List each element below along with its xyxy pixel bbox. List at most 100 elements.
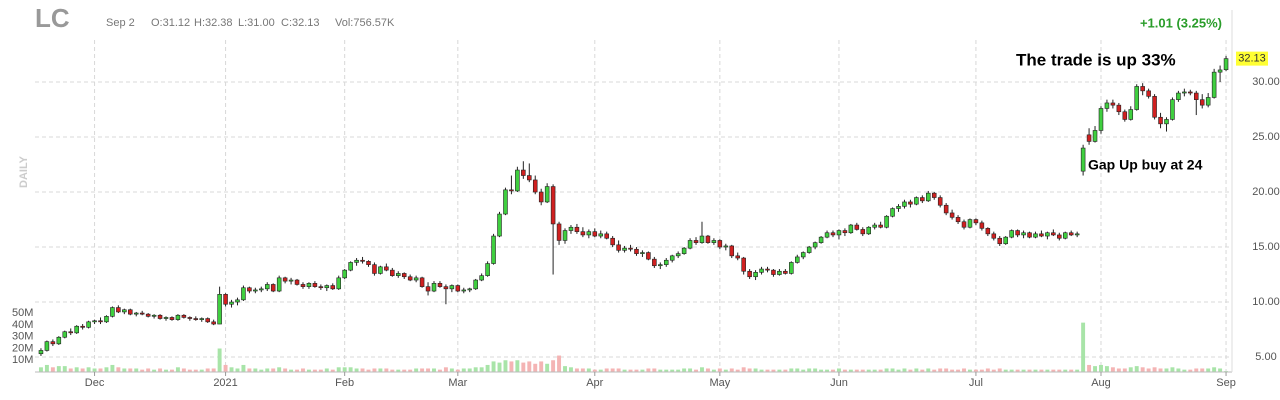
- volume-bar: [741, 367, 746, 372]
- volume-bar: [956, 369, 961, 372]
- volume-bar: [312, 369, 317, 372]
- candle-body: [1039, 233, 1044, 237]
- candle-body: [342, 269, 347, 279]
- candle-body: [586, 231, 592, 236]
- x-tick-label: Dec: [85, 377, 105, 389]
- volume-bar: [449, 368, 454, 372]
- volume-bar: [1003, 369, 1008, 372]
- volume-bar: [253, 368, 258, 372]
- candle-body: [979, 222, 985, 229]
- volume-bar: [652, 368, 657, 372]
- candle-body: [38, 350, 44, 355]
- volume-bar: [920, 369, 925, 372]
- candle-body: [247, 287, 252, 292]
- candle-body: [163, 317, 169, 319]
- candle-body: [1205, 97, 1211, 106]
- volume-bar: [110, 364, 115, 372]
- candle-body: [610, 237, 615, 246]
- volume-bar: [1027, 369, 1032, 372]
- candle-body: [926, 192, 931, 202]
- volume-bar: [68, 368, 73, 372]
- candle-body: [128, 309, 133, 315]
- volume-bar: [1075, 369, 1080, 372]
- candle-body: [884, 215, 889, 228]
- volume-bar: [902, 368, 907, 372]
- y-tick-label: 25.00: [1252, 131, 1280, 143]
- volume-bar: [152, 369, 157, 372]
- volume-bar: [836, 368, 841, 372]
- candle-body: [312, 283, 318, 287]
- candle-body: [211, 321, 216, 325]
- candle-body: [1104, 102, 1110, 109]
- volume-bar: [878, 369, 883, 372]
- candle-body: [288, 279, 294, 282]
- x-tick-label: Jul: [969, 377, 983, 389]
- x-tick-label: 2021: [213, 377, 237, 389]
- candle-body: [80, 325, 85, 328]
- candle-body: [122, 309, 127, 313]
- candle-body: [1182, 91, 1187, 94]
- volume-bar: [158, 368, 163, 372]
- volume-bar: [181, 368, 186, 372]
- volume-bar: [461, 368, 466, 372]
- candle-body: [503, 189, 508, 215]
- volume-bar: [860, 369, 865, 372]
- candle-body: [1223, 58, 1229, 71]
- candle-body: [753, 272, 758, 278]
- candle-body: [699, 235, 705, 243]
- candle-body: [687, 240, 693, 249]
- grid: [35, 40, 1232, 372]
- candle-body: [949, 212, 955, 218]
- volume-bar: [1188, 369, 1193, 372]
- volume-bar: [503, 360, 508, 372]
- volume-bar: [592, 369, 597, 372]
- volume-bar: [128, 368, 133, 372]
- volume-bar: [551, 360, 556, 372]
- y-tick-label: 30.00: [1252, 76, 1280, 88]
- volume-bar: [175, 367, 180, 372]
- candle-body: [1033, 233, 1038, 238]
- candle-body: [711, 240, 717, 243]
- candle-body: [145, 313, 151, 317]
- candle-body: [187, 317, 193, 319]
- volume-bar: [1104, 366, 1109, 372]
- candle-body: [175, 314, 181, 320]
- candle-body: [1086, 134, 1092, 142]
- candle-body: [217, 294, 222, 325]
- candle-body: [1217, 69, 1223, 73]
- candle-body: [509, 189, 514, 192]
- volume-bar: [1122, 368, 1127, 372]
- candle-body: [890, 208, 895, 217]
- volume-bar: [813, 368, 818, 372]
- volume-bar: [1134, 366, 1139, 372]
- candle-body: [425, 286, 431, 292]
- volume-bar: [819, 369, 824, 372]
- volume-bar: [271, 368, 276, 372]
- volume-bar: [1170, 367, 1175, 372]
- volume-bar: [866, 369, 871, 372]
- candle-body: [1128, 109, 1134, 120]
- candle-body: [914, 197, 919, 205]
- volume-bar: [44, 364, 49, 372]
- candle-body: [44, 341, 50, 351]
- volume-bar: [1128, 367, 1133, 372]
- volume-bar: [360, 368, 365, 372]
- candle-body: [521, 169, 526, 176]
- volume-bar: [193, 369, 198, 372]
- candle-body: [378, 266, 383, 274]
- volume-bar: [378, 368, 383, 372]
- volume-bar: [807, 368, 812, 372]
- candle-body: [1134, 86, 1139, 110]
- volume-bar: [694, 369, 698, 372]
- volume-bar: [664, 369, 669, 372]
- candle-body: [1164, 119, 1169, 125]
- candle-body: [151, 314, 157, 317]
- volume-bar: [217, 348, 222, 372]
- y2-tick-label: 50M: [12, 307, 33, 319]
- volume-bar: [1057, 369, 1062, 372]
- candle-body: [56, 336, 62, 345]
- volume-bar: [557, 355, 562, 372]
- volume-bar: [1182, 369, 1187, 372]
- volume-bar: [283, 368, 288, 372]
- candle-body: [157, 314, 163, 319]
